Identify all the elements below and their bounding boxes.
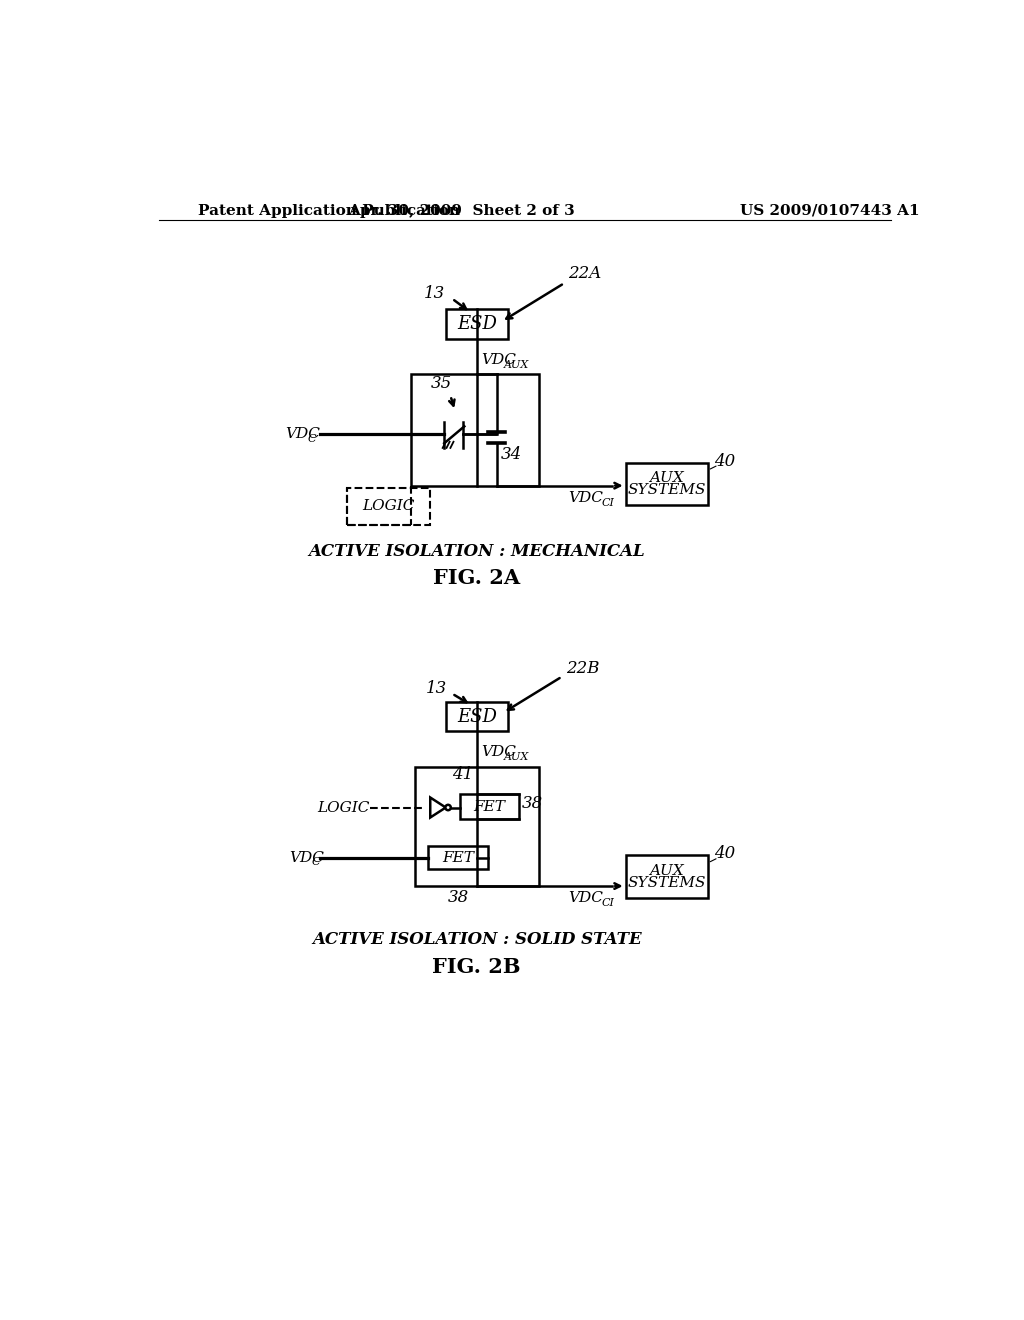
- Text: FIG. 2B: FIG. 2B: [432, 957, 521, 977]
- Text: FET: FET: [473, 800, 506, 813]
- Text: 38: 38: [521, 795, 543, 812]
- Text: FIG. 2A: FIG. 2A: [433, 568, 520, 587]
- Text: ACTIVE ISOLATION : MECHANICAL: ACTIVE ISOLATION : MECHANICAL: [308, 543, 645, 560]
- Text: Patent Application Publication: Patent Application Publication: [198, 203, 460, 218]
- Text: 13: 13: [426, 680, 447, 697]
- Bar: [626, 855, 708, 898]
- Text: 40: 40: [714, 453, 735, 470]
- Text: 13: 13: [424, 285, 444, 302]
- Bar: [445, 702, 508, 731]
- Text: AUX: AUX: [504, 751, 529, 762]
- Text: LOGIC: LOGIC: [362, 499, 415, 513]
- Bar: [460, 795, 519, 818]
- Text: FET: FET: [442, 850, 474, 865]
- Text: 38: 38: [447, 890, 469, 906]
- Text: ACTIVE ISOLATION : SOLID STATE: ACTIVE ISOLATION : SOLID STATE: [312, 932, 642, 949]
- Text: C: C: [308, 434, 316, 444]
- Text: AUX: AUX: [504, 360, 529, 370]
- Text: VDC: VDC: [289, 850, 324, 865]
- Text: 34: 34: [501, 446, 522, 462]
- Text: C: C: [311, 857, 321, 867]
- Text: US 2009/0107443 A1: US 2009/0107443 A1: [740, 203, 920, 218]
- Text: CI: CI: [601, 498, 614, 508]
- Text: Apr. 30, 2009  Sheet 2 of 3: Apr. 30, 2009 Sheet 2 of 3: [348, 203, 574, 218]
- Text: VDC: VDC: [286, 428, 321, 441]
- Bar: [445, 309, 508, 339]
- Text: 22A: 22A: [568, 265, 601, 282]
- Text: VDC: VDC: [568, 491, 603, 506]
- Text: AUX: AUX: [649, 471, 684, 486]
- Bar: [428, 846, 488, 869]
- Text: 41: 41: [453, 766, 473, 783]
- Polygon shape: [430, 797, 445, 817]
- Text: CI: CI: [601, 898, 614, 908]
- Text: VDC: VDC: [481, 354, 516, 367]
- Bar: [626, 462, 708, 506]
- Bar: [415, 767, 539, 886]
- Text: SYSTEMS: SYSTEMS: [628, 483, 706, 496]
- Text: VDC: VDC: [568, 891, 603, 906]
- Bar: [411, 374, 539, 486]
- Text: AUX: AUX: [649, 865, 684, 878]
- Text: 35: 35: [431, 375, 453, 392]
- Text: 22B: 22B: [566, 660, 599, 677]
- Text: ESD: ESD: [457, 315, 497, 333]
- Circle shape: [445, 805, 451, 810]
- Text: ESD: ESD: [457, 708, 497, 726]
- Text: 40: 40: [714, 845, 735, 862]
- Text: SYSTEMS: SYSTEMS: [628, 875, 706, 890]
- Bar: [347, 488, 430, 525]
- Text: VDC: VDC: [481, 744, 516, 759]
- Text: LOGIC: LOGIC: [317, 800, 370, 814]
